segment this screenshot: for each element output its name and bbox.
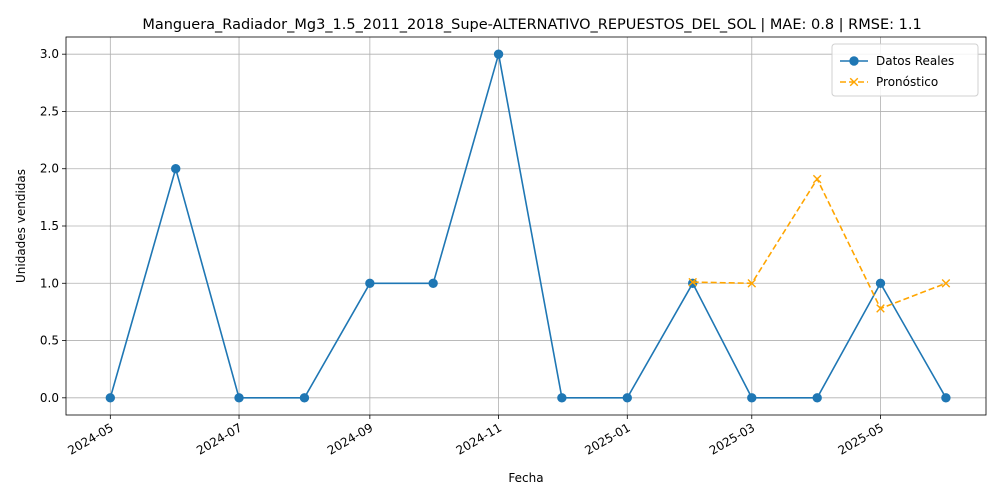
y-tick-label: 1.5 xyxy=(40,219,59,233)
data-point xyxy=(557,393,567,403)
x-tick-label: 2024-09 xyxy=(325,420,375,457)
y-tick-label: 0.5 xyxy=(40,334,59,348)
x-tick-label: 2025-01 xyxy=(582,420,632,457)
y-tick-label: 2.5 xyxy=(40,104,59,118)
chart-title: Manguera_Radiador_Mg3_1.5_2011_2018_Supe… xyxy=(142,17,921,33)
plot-frame xyxy=(65,36,987,416)
data-point xyxy=(812,393,822,403)
marker-stroke xyxy=(941,278,951,288)
data-point xyxy=(941,393,951,403)
data-point xyxy=(234,393,244,403)
data-point xyxy=(941,278,951,288)
x-tick-label: 2024-05 xyxy=(65,420,115,457)
series-2 xyxy=(688,174,951,313)
marker-stroke xyxy=(876,304,885,313)
x-axis-label: Fecha xyxy=(508,471,543,485)
legend: Datos Reales Pronóstico xyxy=(831,43,979,97)
series-line xyxy=(692,177,947,310)
legend-marker xyxy=(849,56,859,66)
data-point xyxy=(747,278,757,288)
axes: 2024-05 2024-07 2024-09 2024-11 2025-01 2025-… xyxy=(40,36,987,458)
data-point xyxy=(747,393,757,403)
data-point xyxy=(493,49,504,59)
data-point xyxy=(812,174,822,184)
data-point xyxy=(688,277,697,287)
marker-stroke xyxy=(849,77,859,87)
y-tick-label: 1.0 xyxy=(40,276,59,290)
y-tick-label: 3.0 xyxy=(40,47,59,61)
data-point xyxy=(428,278,438,288)
marker-stroke xyxy=(688,277,697,287)
data-point xyxy=(299,393,310,403)
marker-stroke xyxy=(812,174,822,184)
data-point xyxy=(105,393,116,403)
marker-stroke xyxy=(747,278,757,288)
legend-entry: Pronóstico xyxy=(876,75,938,89)
x-tick-label: 2024-07 xyxy=(194,420,244,457)
x-tick-label: 2025-05 xyxy=(836,420,886,457)
series-line xyxy=(109,53,947,399)
data-point xyxy=(365,278,375,288)
y-axis-label: Unidades vendidas xyxy=(14,169,28,283)
data-point xyxy=(171,164,181,174)
data-point xyxy=(687,278,698,288)
legend-entry: Datos Reales xyxy=(876,54,954,68)
x-tick-label: 2024-11 xyxy=(454,420,504,457)
legend-marker xyxy=(849,77,859,87)
x-tick-label: 2025-03 xyxy=(707,420,757,457)
y-tick-label: 2.0 xyxy=(40,162,59,176)
y-tick-label: 0.0 xyxy=(40,391,59,405)
legend-box xyxy=(831,43,979,97)
data-point xyxy=(622,393,632,403)
series-1 xyxy=(105,49,951,403)
data-point xyxy=(875,278,886,288)
data-point xyxy=(876,304,885,313)
series-layer xyxy=(105,49,951,403)
